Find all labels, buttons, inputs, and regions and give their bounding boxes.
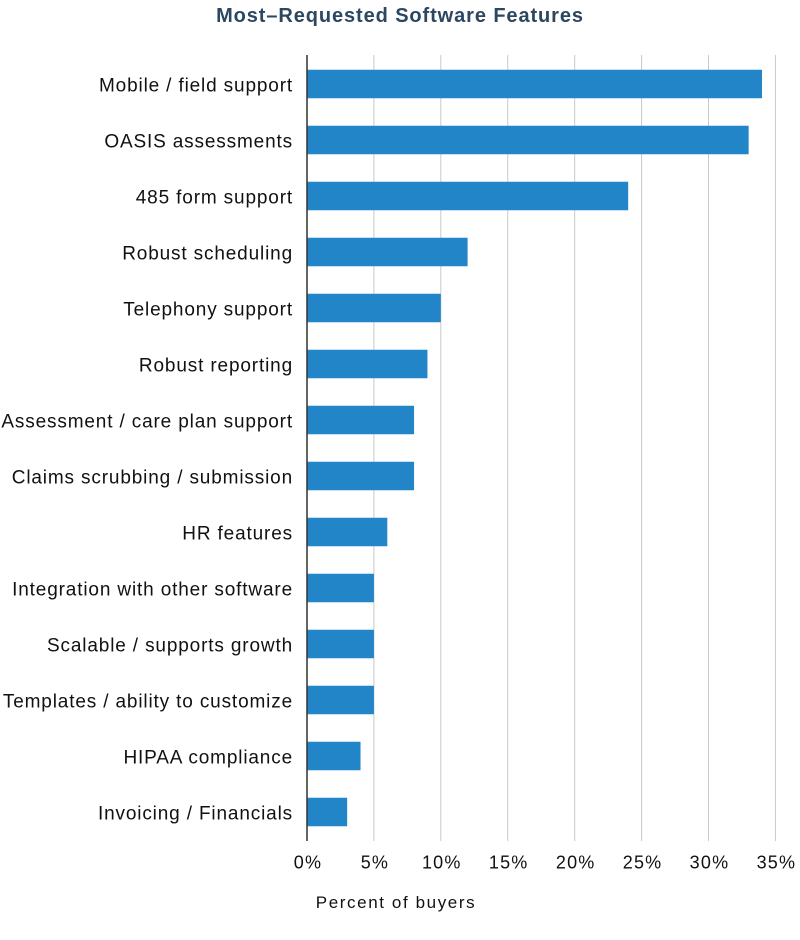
svg-text:Mobile / field support: Mobile / field support (99, 75, 293, 96)
svg-text:HIPAA compliance: HIPAA compliance (123, 747, 293, 768)
svg-text:0%: 0% (294, 853, 322, 873)
svg-text:Integration with other softwar: Integration with other software (12, 579, 293, 600)
svg-text:Robust reporting: Robust reporting (139, 355, 293, 376)
svg-text:Assessment / care plan support: Assessment / care plan support (1, 411, 293, 432)
svg-text:Templates / ability to customi: Templates / ability to customize (3, 691, 293, 712)
svg-text:Telephony support: Telephony support (123, 299, 293, 320)
svg-text:Invoicing / Financials: Invoicing / Financials (98, 803, 293, 824)
svg-text:5%: 5% (361, 853, 389, 873)
svg-text:OASIS assessments: OASIS assessments (104, 131, 293, 152)
svg-text:485 form support: 485 form support (136, 187, 293, 208)
svg-text:25%: 25% (623, 853, 663, 873)
svg-text:Robust scheduling: Robust scheduling (122, 243, 293, 264)
svg-text:30%: 30% (690, 853, 730, 873)
svg-text:Scalable / supports growth: Scalable / supports growth (47, 635, 293, 656)
svg-text:10%: 10% (422, 853, 462, 873)
svg-text:HR features: HR features (182, 523, 293, 544)
svg-text:20%: 20% (556, 853, 596, 873)
svg-text:35%: 35% (757, 853, 797, 873)
svg-text:15%: 15% (489, 853, 529, 873)
svg-text:Percent of buyers: Percent of buyers (316, 893, 476, 912)
svg-text:Claims scrubbing / submission: Claims scrubbing / submission (12, 467, 293, 488)
svg-text:Most–Requested Software Featur: Most–Requested Software Features (216, 5, 584, 27)
